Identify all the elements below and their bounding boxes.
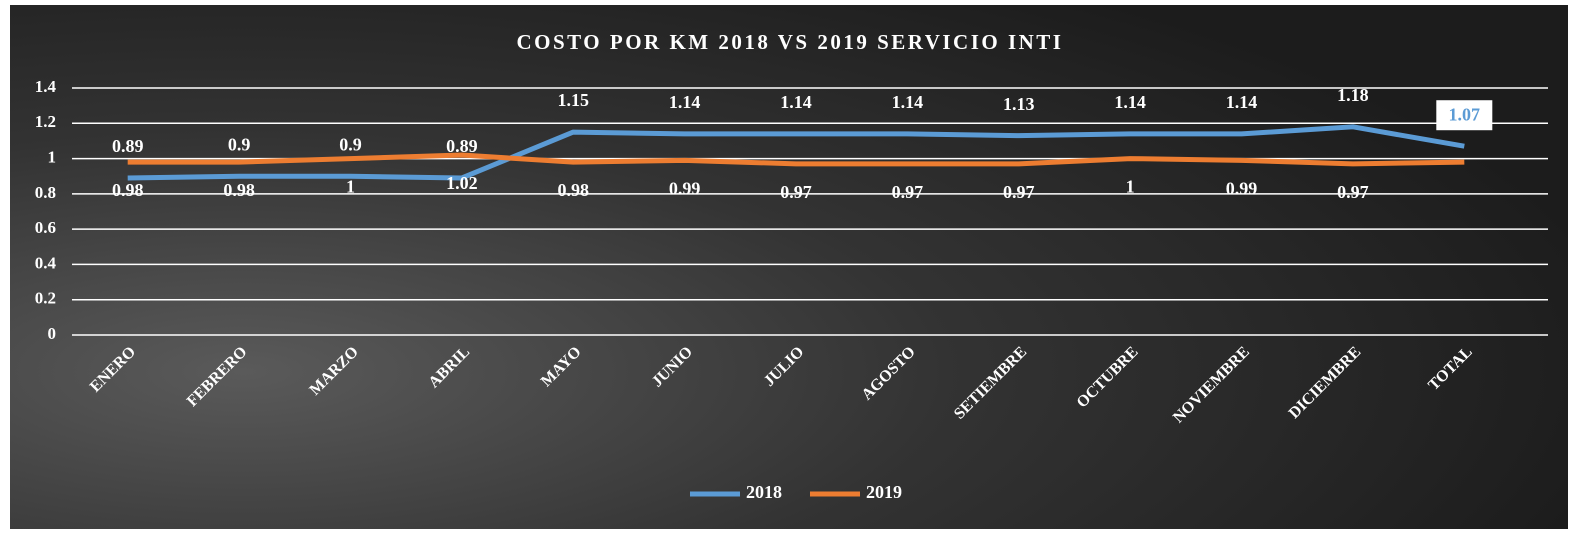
value-label: 0.97	[892, 182, 924, 202]
value-label: 0.98	[112, 180, 144, 200]
value-label: 0.99	[1226, 178, 1258, 198]
y-tick-label: 0.8	[35, 183, 56, 202]
value-label: 1.13	[1003, 94, 1035, 114]
legend-label: 2019	[866, 482, 902, 502]
y-tick-label: 1.2	[35, 112, 56, 131]
chart-title: COSTO POR KM 2018 VS 2019 SERVICIO INTI	[517, 30, 1064, 54]
value-label: 0.89	[446, 136, 478, 156]
value-label: 0.9	[339, 134, 362, 154]
value-label: 1.14	[1226, 92, 1258, 112]
value-label: 1	[1126, 177, 1135, 197]
legend-label: 2018	[746, 482, 782, 502]
chart-background	[10, 5, 1568, 529]
value-label: 0.97	[1003, 182, 1035, 202]
y-tick-label: 1.4	[35, 77, 57, 96]
value-label: 0.99	[669, 178, 701, 198]
value-label-box	[1436, 100, 1493, 131]
y-tick-label: 0.4	[35, 253, 57, 272]
value-label: 0.98	[557, 180, 589, 200]
value-label: 1.07	[1449, 104, 1481, 124]
value-label: 1.18	[1337, 85, 1369, 105]
value-label: 1	[346, 177, 355, 197]
value-label: 1.14	[780, 92, 812, 112]
value-label: 0.89	[112, 136, 144, 156]
y-tick-label: 0.6	[35, 218, 56, 237]
value-label: 1.14	[892, 92, 924, 112]
y-tick-label: 0	[48, 324, 57, 343]
value-label: 1.15	[557, 90, 589, 110]
value-label: 1.14	[669, 92, 701, 112]
value-label: 1.14	[1114, 92, 1146, 112]
y-tick-label: 0.2	[35, 289, 56, 308]
y-tick-label: 1	[48, 147, 57, 166]
series-line	[127, 152, 1465, 167]
series-line	[127, 124, 1465, 181]
value-label: 0.97	[1337, 182, 1369, 202]
value-label: 0.9	[228, 134, 251, 154]
value-label: 0.97	[780, 182, 812, 202]
value-label: 0.98	[223, 180, 255, 200]
value-label: 1.02	[446, 173, 478, 193]
